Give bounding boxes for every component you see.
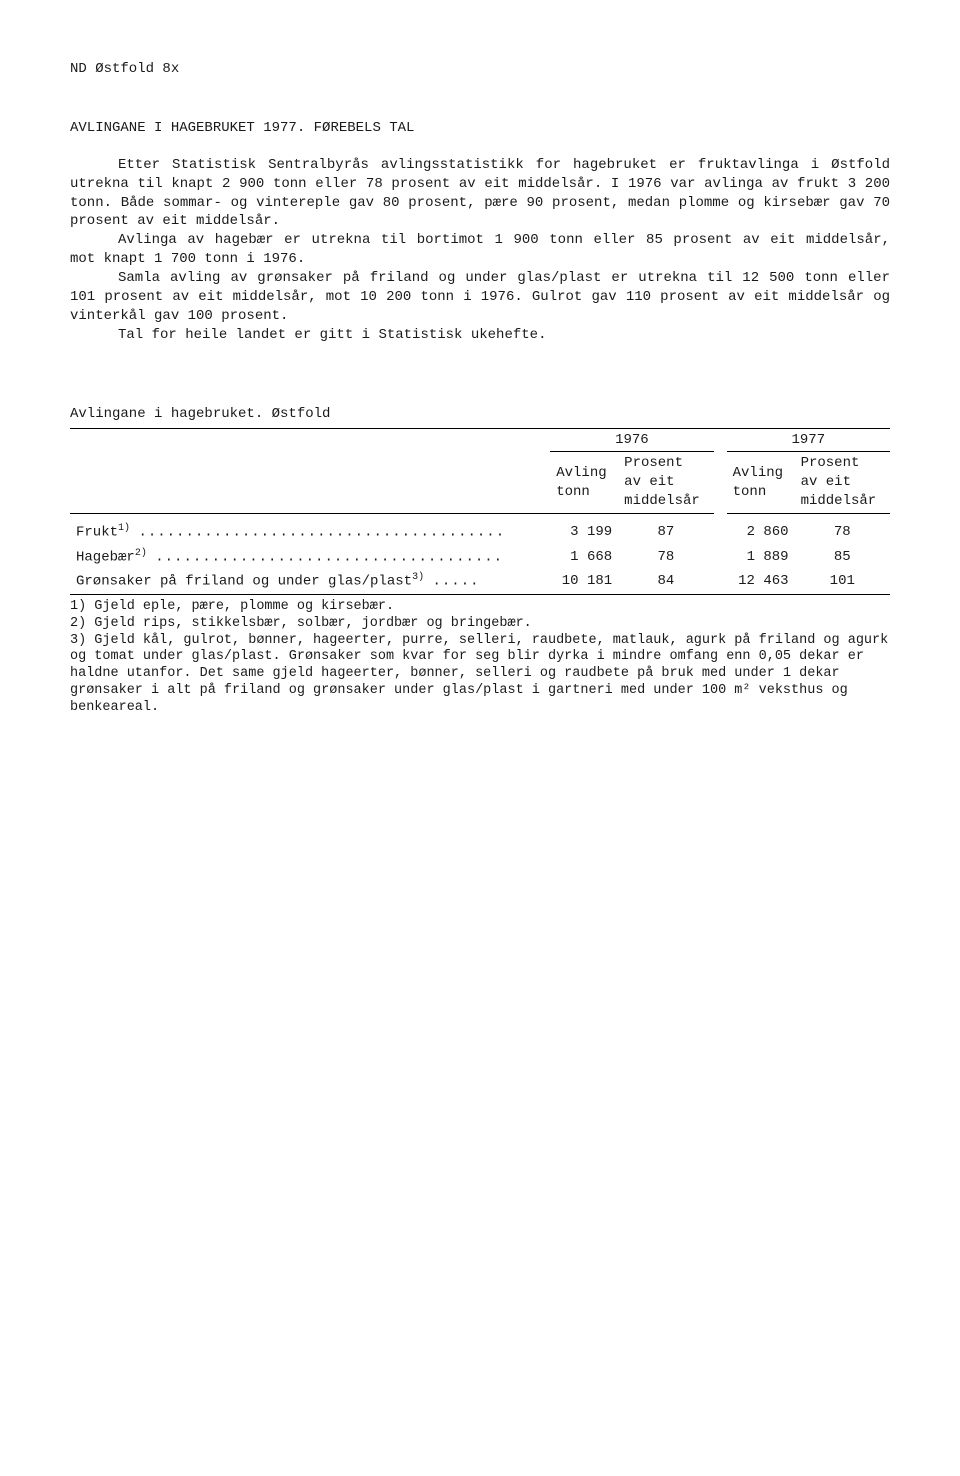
table-row: Frukt1) ................................… <box>70 514 890 545</box>
row-dots: ..................................... <box>155 549 503 565</box>
row-sup: 2) <box>135 548 147 559</box>
row-sup: 3) <box>412 572 424 583</box>
col-prosent-1976: Prosentav eitmiddelsår <box>618 452 713 514</box>
cell: 1 889 <box>727 545 795 570</box>
paragraph-3: Samla avling av grønsaker på friland og … <box>70 269 890 326</box>
footnotes: 1) Gjeld eple, pære, plomme og kirsebær.… <box>70 599 890 717</box>
cell: 78 <box>795 514 890 545</box>
table-row: Hagebær2) ..............................… <box>70 545 890 570</box>
footnote-2: 2) Gjeld rips, stikkelsbær, solbær, jord… <box>70 616 890 633</box>
doc-title: AVLINGANE I HAGEBRUKET 1977. FØREBELS TA… <box>70 119 890 138</box>
cell: 12 463 <box>727 569 795 594</box>
year-1976: 1976 <box>550 428 713 452</box>
row-label: Hagebær <box>76 549 135 565</box>
cell: 87 <box>618 514 713 545</box>
cell: 101 <box>795 569 890 594</box>
footnote-1: 1) Gjeld eple, pære, plomme og kirsebær. <box>70 599 890 616</box>
col-prosent-1977: Prosentav eitmiddelsår <box>795 452 890 514</box>
row-label: Grønsaker på friland og under glas/plast <box>76 574 412 590</box>
cell: 78 <box>618 545 713 570</box>
footnote-3: 3) Gjeld kål, gulrot, bønner, hageerter,… <box>70 633 890 717</box>
cell: 10 181 <box>550 569 618 594</box>
doc-header: ND Østfold 8x <box>70 60 890 79</box>
cell: 2 860 <box>727 514 795 545</box>
table-caption: Avlingane i hagebruket. Østfold <box>70 405 890 424</box>
body-text: Etter Statistisk Sentralbyrås avlingssta… <box>70 156 890 345</box>
row-dots: ....................................... <box>138 525 505 541</box>
row-label: Frukt <box>76 525 118 541</box>
col-avling-1977: Avlingtonn <box>727 452 795 514</box>
paragraph-4: Tal for heile landet er gitt i Statistis… <box>70 326 890 345</box>
paragraph-1: Etter Statistisk Sentralbyrås avlingssta… <box>70 156 890 232</box>
paragraph-2: Avlinga av hagebær er utrekna til bortim… <box>70 231 890 269</box>
cell: 3 199 <box>550 514 618 545</box>
col-avling-1976: Avlingtonn <box>550 452 618 514</box>
cell: 84 <box>618 569 713 594</box>
year-1977: 1977 <box>727 428 890 452</box>
row-sup: 1) <box>118 523 130 534</box>
cell: 85 <box>795 545 890 570</box>
cell: 1 668 <box>550 545 618 570</box>
table-row: Grønsaker på friland og under glas/plast… <box>70 569 890 594</box>
row-dots: ..... <box>432 574 479 590</box>
harvest-table: 1976 1977 Avlingtonn Prosentav eitmiddel… <box>70 428 890 595</box>
